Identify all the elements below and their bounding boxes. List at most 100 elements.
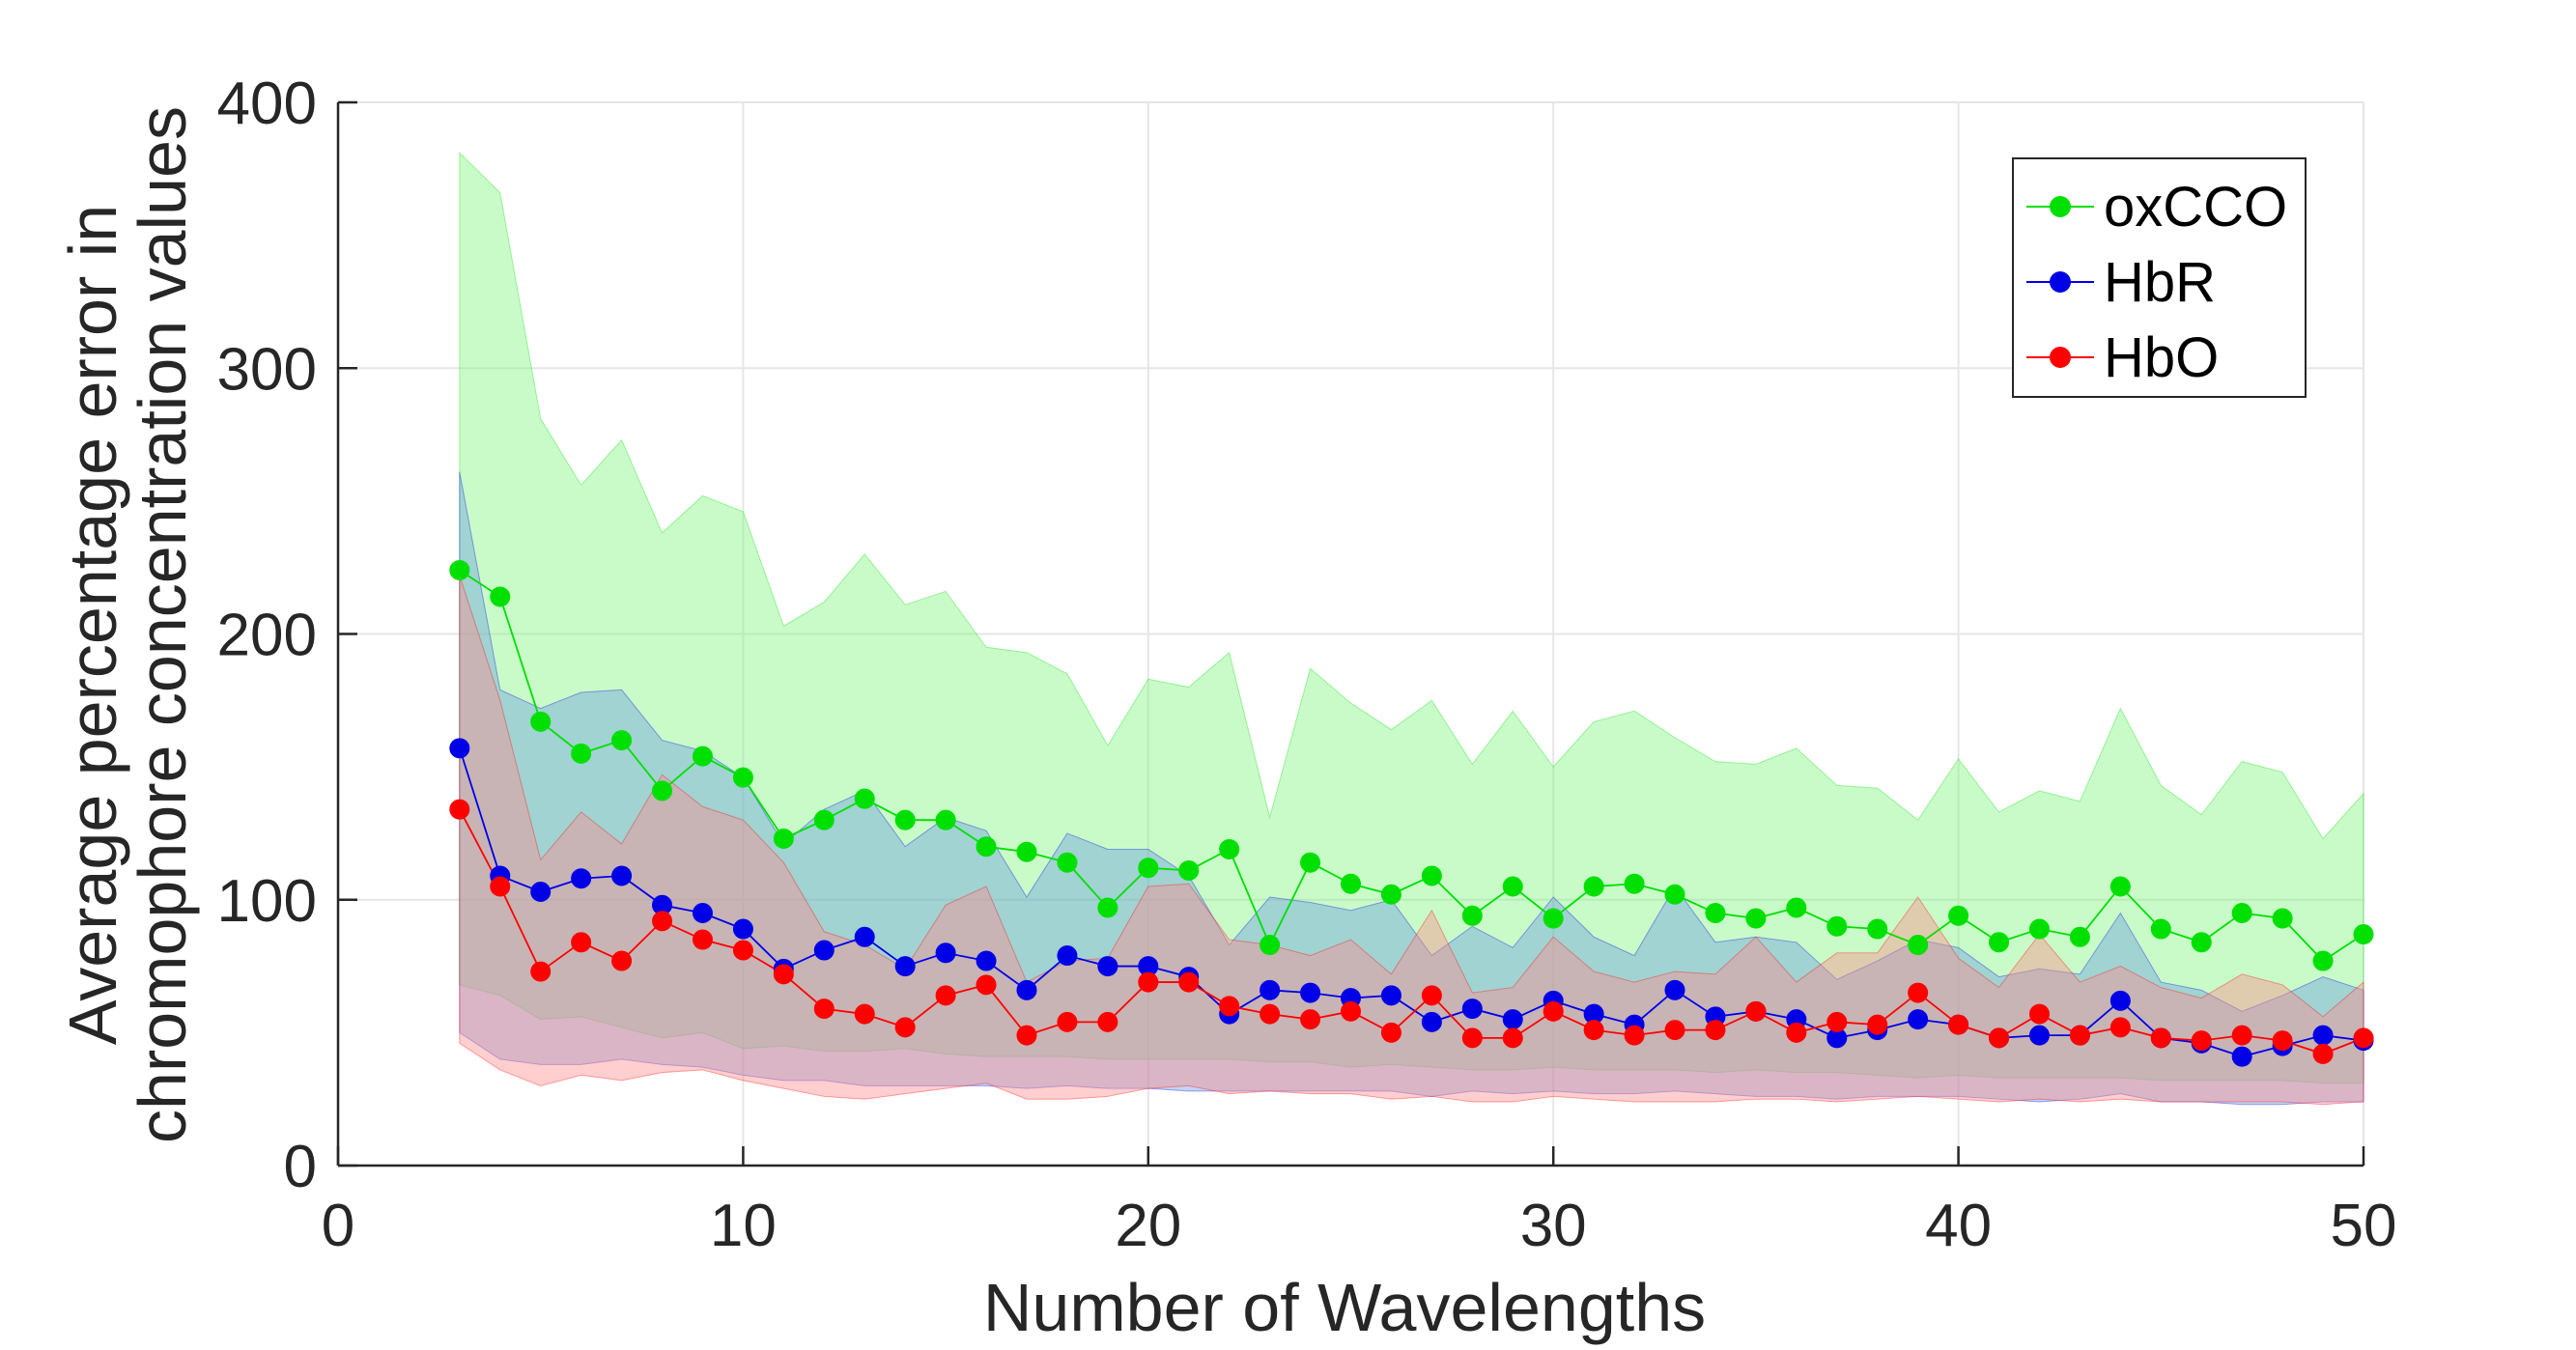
y-tick-label-200: 200 bbox=[217, 603, 317, 669]
point-hbr-29 bbox=[1502, 1009, 1523, 1030]
point-oxcco-45 bbox=[2150, 918, 2171, 940]
point-hbo-31 bbox=[1583, 1020, 1604, 1041]
point-oxcco-44 bbox=[2109, 876, 2131, 897]
point-oxcco-4 bbox=[490, 586, 511, 607]
legend-marker-hbr bbox=[2050, 271, 2071, 293]
point-oxcco-37 bbox=[1826, 915, 1848, 937]
point-oxcco-11 bbox=[773, 828, 794, 849]
point-hbo-16 bbox=[976, 974, 997, 996]
y-tick-label-100: 100 bbox=[217, 868, 317, 935]
point-oxcco-41 bbox=[1989, 932, 2010, 953]
point-hbo-5 bbox=[530, 961, 552, 982]
point-hbr-16 bbox=[976, 950, 997, 971]
point-hbr-44 bbox=[2109, 990, 2131, 1011]
point-hbr-12 bbox=[813, 940, 835, 961]
y-axis-title: Average percentage error in chromophore … bbox=[55, 106, 200, 1143]
point-hbo-14 bbox=[894, 1017, 916, 1038]
point-oxcco-47 bbox=[2231, 903, 2252, 924]
point-hbo-49 bbox=[2312, 1043, 2334, 1064]
legend-entry-hbo: HbO bbox=[2026, 326, 2219, 389]
band-hbr bbox=[459, 471, 2364, 1106]
legend-label-hbo: HbO bbox=[2104, 326, 2219, 389]
point-oxcco-35 bbox=[1745, 908, 1767, 929]
point-hbo-50 bbox=[2353, 1027, 2374, 1049]
point-hbo-41 bbox=[1989, 1027, 2010, 1049]
point-oxcco-18 bbox=[1057, 852, 1078, 873]
point-hbr-42 bbox=[2028, 1025, 2050, 1046]
point-oxcco-29 bbox=[1502, 876, 1523, 897]
point-oxcco-7 bbox=[611, 730, 633, 751]
point-hbo-26 bbox=[1380, 1022, 1401, 1043]
point-hbr-15 bbox=[935, 942, 956, 964]
point-hbo-44 bbox=[2109, 1017, 2131, 1038]
point-oxcco-8 bbox=[652, 780, 673, 802]
point-hbo-27 bbox=[1421, 985, 1442, 1006]
point-oxcco-33 bbox=[1664, 884, 1685, 905]
point-oxcco-23 bbox=[1260, 935, 1281, 956]
point-hbr-10 bbox=[732, 918, 753, 940]
point-hbr-26 bbox=[1380, 985, 1401, 1006]
legend-label-oxcco: oxCCO bbox=[2104, 176, 2287, 239]
point-hbr-24 bbox=[1300, 982, 1321, 1003]
point-hbo-40 bbox=[1948, 1014, 1969, 1035]
point-hbo-19 bbox=[1097, 1011, 1118, 1032]
x-tick-label-0: 0 bbox=[322, 1193, 354, 1259]
x-axis-title: Number of Wavelengths bbox=[983, 1270, 1706, 1345]
point-hbr-5 bbox=[530, 881, 552, 902]
point-hbr-17 bbox=[1016, 979, 1037, 1000]
point-oxcco-19 bbox=[1097, 897, 1118, 918]
point-oxcco-34 bbox=[1705, 903, 1726, 924]
point-hbo-28 bbox=[1461, 1027, 1483, 1049]
point-oxcco-6 bbox=[571, 743, 592, 764]
point-oxcco-13 bbox=[854, 788, 875, 809]
point-hbo-35 bbox=[1745, 1000, 1767, 1022]
point-hbr-9 bbox=[692, 903, 713, 924]
point-hbo-46 bbox=[2191, 1030, 2212, 1052]
point-oxcco-3 bbox=[449, 559, 470, 580]
point-hbr-14 bbox=[894, 956, 916, 977]
point-hbo-7 bbox=[611, 950, 633, 971]
point-hbo-4 bbox=[490, 876, 511, 897]
point-oxcco-46 bbox=[2191, 932, 2212, 953]
point-oxcco-50 bbox=[2353, 924, 2374, 945]
point-oxcco-32 bbox=[1624, 873, 1645, 894]
point-hbo-30 bbox=[1543, 1000, 1564, 1022]
point-oxcco-12 bbox=[813, 809, 835, 830]
point-oxcco-31 bbox=[1583, 876, 1604, 897]
point-oxcco-43 bbox=[2069, 926, 2090, 947]
point-hbo-17 bbox=[1016, 1025, 1037, 1046]
point-hbo-23 bbox=[1260, 1003, 1281, 1025]
point-oxcco-30 bbox=[1543, 908, 1564, 929]
point-oxcco-40 bbox=[1948, 905, 1969, 926]
legend: oxCCO HbR HbO bbox=[2012, 157, 2307, 398]
series-markers bbox=[449, 559, 2374, 1067]
point-hbr-23 bbox=[1260, 979, 1281, 1000]
point-oxcco-22 bbox=[1219, 838, 1240, 859]
x-tick-label-40: 40 bbox=[1925, 1193, 1992, 1259]
point-hbo-42 bbox=[2028, 1003, 2050, 1025]
point-oxcco-15 bbox=[935, 809, 956, 830]
legend-entry-oxcco: oxCCO bbox=[2026, 176, 2287, 239]
point-hbo-20 bbox=[1138, 971, 1159, 993]
legend-marker-oxcco bbox=[2050, 196, 2071, 217]
point-oxcco-48 bbox=[2272, 908, 2293, 929]
point-hbr-3 bbox=[449, 738, 470, 759]
point-hbo-24 bbox=[1300, 1009, 1321, 1030]
y-tick-label-400: 400 bbox=[217, 70, 317, 137]
point-oxcco-39 bbox=[1908, 935, 1929, 956]
point-hbr-28 bbox=[1461, 998, 1483, 1020]
point-hbo-33 bbox=[1664, 1020, 1685, 1041]
point-hbr-13 bbox=[854, 926, 875, 947]
point-hbr-18 bbox=[1057, 945, 1078, 967]
point-hbo-12 bbox=[813, 998, 835, 1020]
y-tick-label-0: 0 bbox=[284, 1134, 317, 1200]
point-hbo-38 bbox=[1867, 1014, 1888, 1035]
tick-labels: 0 10 20 30 40 50 0 100 200 300 400 bbox=[217, 70, 2397, 1259]
point-hbo-48 bbox=[2272, 1030, 2293, 1052]
x-tick-label-30: 30 bbox=[1520, 1193, 1587, 1259]
point-oxcco-38 bbox=[1867, 918, 1888, 940]
x-tick-label-50: 50 bbox=[2331, 1193, 2397, 1259]
point-oxcco-25 bbox=[1341, 873, 1361, 894]
point-hbo-15 bbox=[935, 985, 956, 1006]
